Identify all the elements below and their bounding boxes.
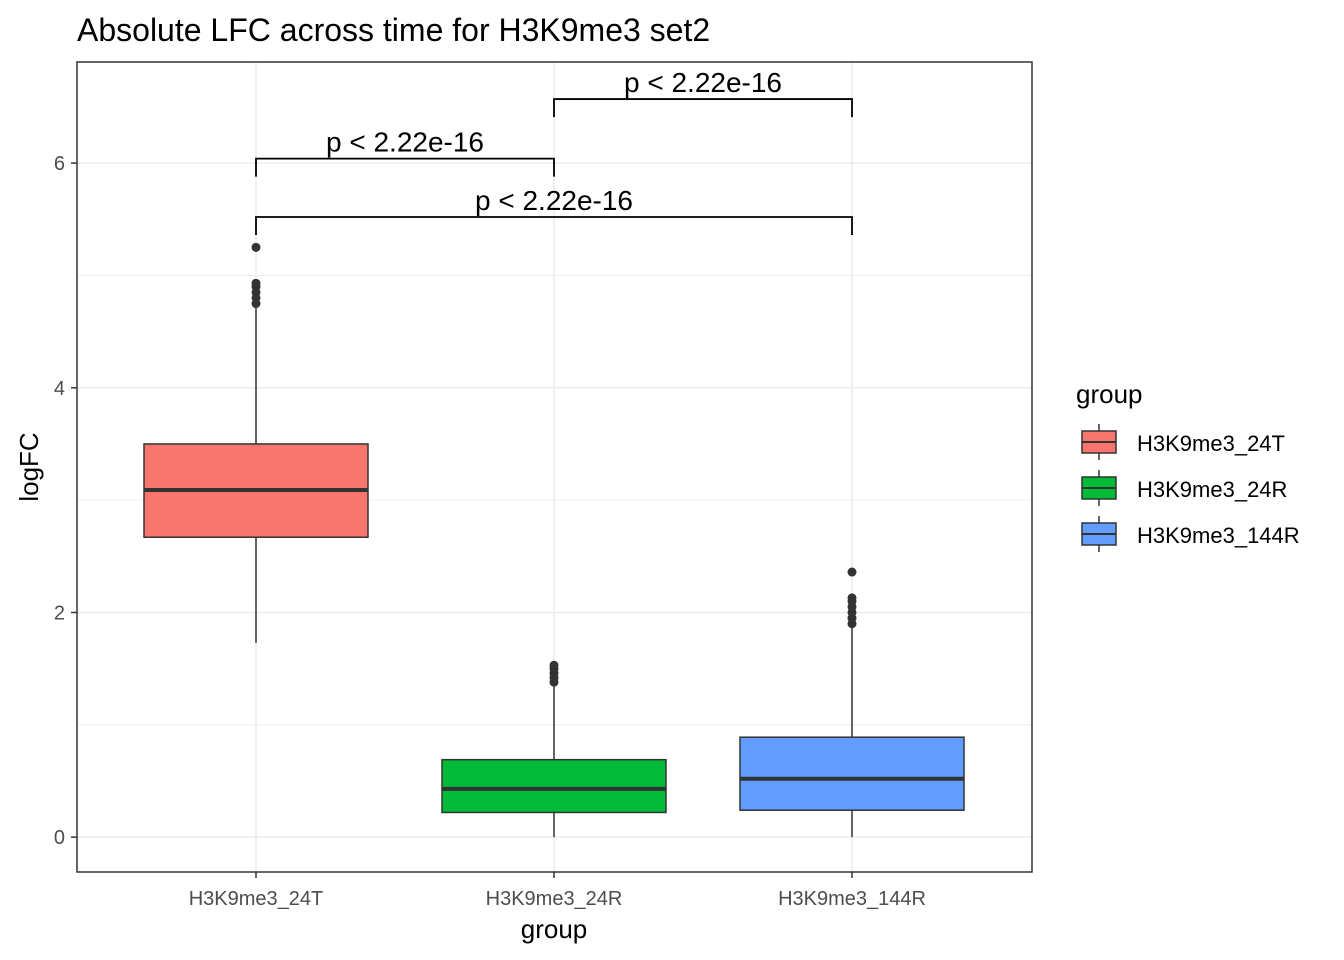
significance-bracket (255, 216, 853, 236)
legend-title: group (1076, 379, 1143, 409)
box-H3K9me3_144R (739, 736, 965, 811)
x-axis-label: group (521, 914, 588, 944)
outlier-point (251, 278, 261, 288)
y-tick-label: 4 (54, 378, 65, 400)
x-tick-label: H3K9me3_24T (189, 888, 324, 910)
legend-label: H3K9me3_144R (1137, 523, 1300, 548)
legend: group H3K9me3_24T H3K9me3_24R H3K9me3_144R (1076, 379, 1300, 552)
x-tick-label: H3K9me3_144R (778, 888, 926, 910)
y-axis-label: logFC (14, 432, 44, 501)
p-value-label: p < 2.22e-16 (326, 127, 484, 158)
y-tick-label: 2 (54, 602, 65, 624)
box-H3K9me3_24R (441, 758, 667, 814)
x-tick-label: H3K9me3_24R (486, 888, 623, 910)
outlier-point (847, 593, 857, 603)
axes: 0 2 4 6 H3K9me3_24T H3K9me3_24R H3K9me3_144R (54, 153, 926, 910)
marks: p < 2.22e-16 p < 2.22e-16 p < 2.22e-16 (143, 67, 965, 838)
legend-label: H3K9me3_24T (1137, 431, 1285, 456)
p-value-label: p < 2.22e-16 (624, 67, 782, 98)
y-tick-label: 0 (54, 827, 65, 849)
p-value-label: p < 2.22e-16 (475, 185, 633, 216)
chart-title: Absolute LFC across time for H3K9me3 set… (77, 12, 710, 48)
significance-bracket (553, 98, 853, 118)
legend-label: H3K9me3_24R (1137, 477, 1287, 502)
outlier-point (251, 242, 261, 252)
significance-bracket (255, 157, 555, 177)
outlier-point (549, 660, 559, 670)
y-tick-label: 6 (54, 153, 65, 175)
outlier-point (847, 567, 857, 577)
